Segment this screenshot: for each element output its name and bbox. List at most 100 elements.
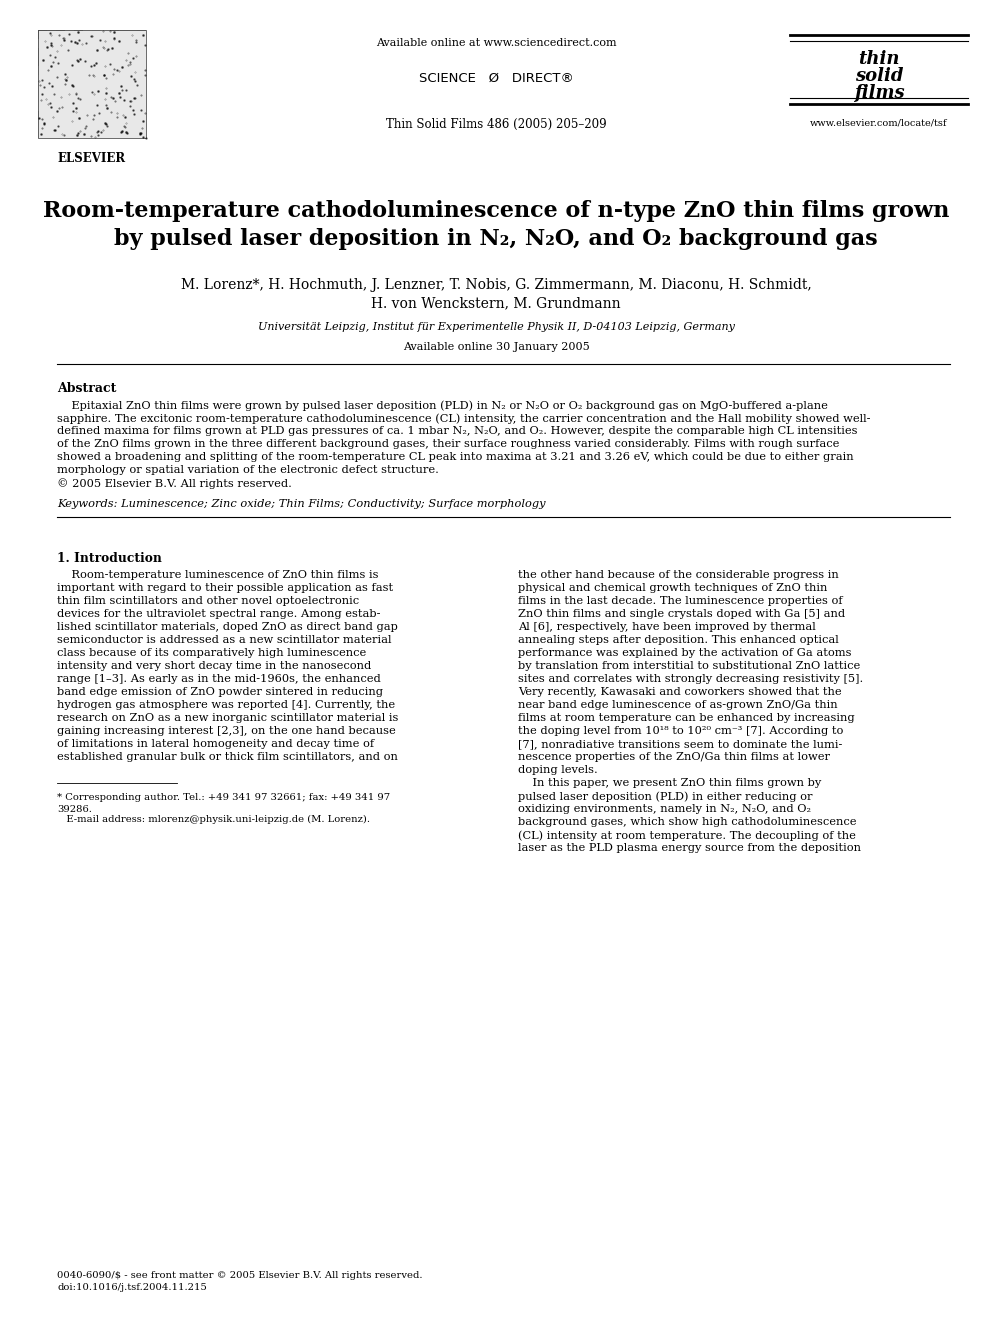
Text: SCIENCE   Ø   DIRECT®: SCIENCE Ø DIRECT®: [419, 71, 573, 85]
Bar: [47, 48, 56, 57]
Bar: [38, 48, 47, 57]
Bar: [74, 38, 83, 48]
Bar: [74, 83, 83, 93]
Text: doi:10.1016/j.tsf.2004.11.215: doi:10.1016/j.tsf.2004.11.215: [57, 1283, 207, 1293]
Text: Epitaxial ZnO thin films were grown by pulsed laser deposition (PLD) in N₂ or N₂: Epitaxial ZnO thin films were grown by p…: [57, 400, 828, 410]
Bar: [65, 83, 74, 93]
Text: oxidizing environments, namely in N₂, N₂O, and O₂: oxidizing environments, namely in N₂, N₂…: [519, 804, 811, 814]
Text: intensity and very short decay time in the nanosecond: intensity and very short decay time in t…: [57, 662, 371, 671]
Text: band edge emission of ZnO powder sintered in reducing: band edge emission of ZnO powder sintere…: [57, 687, 383, 697]
Text: nescence properties of the ZnO/Ga thin films at lower: nescence properties of the ZnO/Ga thin f…: [519, 751, 830, 762]
Bar: [119, 48, 128, 57]
Bar: [128, 120, 137, 130]
Bar: [119, 130, 128, 138]
Bar: [137, 30, 146, 38]
Bar: [83, 38, 92, 48]
Text: of limitations in lateral homogeneity and decay time of: of limitations in lateral homogeneity an…: [57, 740, 374, 749]
Bar: [65, 30, 74, 38]
Bar: [65, 48, 74, 57]
Bar: [128, 83, 137, 93]
Bar: [110, 111, 119, 120]
Bar: [38, 38, 47, 48]
Text: films: films: [854, 83, 905, 102]
Bar: [47, 111, 56, 120]
Bar: [137, 66, 146, 75]
Bar: [83, 48, 92, 57]
Bar: [101, 93, 110, 102]
Bar: [92, 130, 101, 138]
Bar: [74, 102, 83, 111]
Text: hydrogen gas atmosphere was reported [4]. Currently, the: hydrogen gas atmosphere was reported [4]…: [57, 700, 395, 710]
Text: showed a broadening and splitting of the room-temperature CL peak into maxima at: showed a broadening and splitting of the…: [57, 452, 854, 462]
Bar: [119, 75, 128, 83]
Bar: [128, 130, 137, 138]
Bar: [74, 30, 83, 38]
Bar: [110, 38, 119, 48]
Bar: [110, 93, 119, 102]
Text: In this paper, we present ZnO thin films grown by: In this paper, we present ZnO thin films…: [519, 778, 821, 789]
Text: Available online at www.sciencedirect.com: Available online at www.sciencedirect.co…: [376, 38, 616, 48]
Bar: [101, 120, 110, 130]
Bar: [38, 111, 47, 120]
Bar: [119, 30, 128, 38]
Bar: [119, 102, 128, 111]
Bar: [137, 111, 146, 120]
Bar: [101, 83, 110, 93]
Bar: [119, 83, 128, 93]
Bar: [65, 130, 74, 138]
Text: films at room temperature can be enhanced by increasing: films at room temperature can be enhance…: [519, 713, 855, 722]
Bar: [56, 130, 65, 138]
Text: ZnO thin films and single crystals doped with Ga [5] and: ZnO thin films and single crystals doped…: [519, 609, 845, 619]
Bar: [92, 66, 101, 75]
Text: 39286.: 39286.: [57, 804, 92, 814]
Bar: [56, 57, 65, 66]
Bar: [101, 66, 110, 75]
Text: (CL) intensity at room temperature. The decoupling of the: (CL) intensity at room temperature. The …: [519, 830, 856, 840]
Text: films in the last decade. The luminescence properties of: films in the last decade. The luminescen…: [519, 595, 843, 606]
Bar: [65, 66, 74, 75]
Bar: [92, 93, 101, 102]
Bar: [56, 48, 65, 57]
Bar: [56, 30, 65, 38]
Bar: [74, 57, 83, 66]
Bar: [38, 102, 47, 111]
Bar: [47, 30, 56, 38]
Bar: [38, 30, 47, 38]
Bar: [110, 102, 119, 111]
Bar: [137, 102, 146, 111]
Bar: [65, 75, 74, 83]
Bar: [74, 120, 83, 130]
Text: Available online 30 January 2005: Available online 30 January 2005: [403, 343, 589, 352]
Text: Room-temperature luminescence of ZnO thin films is: Room-temperature luminescence of ZnO thi…: [57, 570, 379, 579]
Bar: [110, 48, 119, 57]
Bar: [92, 38, 101, 48]
Bar: [83, 66, 92, 75]
Bar: [119, 93, 128, 102]
Bar: [101, 102, 110, 111]
Text: important with regard to their possible application as fast: important with regard to their possible …: [57, 583, 393, 593]
Bar: [92, 48, 101, 57]
Text: Al [6], respectively, have been improved by thermal: Al [6], respectively, have been improved…: [519, 622, 816, 632]
Text: E-mail address: mlorenz@physik.uni-leipzig.de (M. Lorenz).: E-mail address: mlorenz@physik.uni-leipz…: [57, 815, 370, 824]
Bar: [56, 83, 65, 93]
Bar: [137, 38, 146, 48]
Bar: [101, 130, 110, 138]
Bar: [137, 130, 146, 138]
Text: [7], nonradiative transitions seem to dominate the lumi-: [7], nonradiative transitions seem to do…: [519, 740, 843, 749]
Bar: [137, 83, 146, 93]
Bar: [38, 83, 47, 93]
Bar: [128, 48, 137, 57]
Text: sapphire. The excitonic room-temperature cathodoluminescence (CL) intensity, the: sapphire. The excitonic room-temperature…: [57, 413, 871, 423]
Bar: [101, 30, 110, 38]
Bar: [83, 75, 92, 83]
Text: established granular bulk or thick film scintillators, and on: established granular bulk or thick film …: [57, 751, 398, 762]
Text: Very recently, Kawasaki and coworkers showed that the: Very recently, Kawasaki and coworkers sh…: [519, 687, 842, 697]
Text: M. Lorenz*, H. Hochmuth, J. Lenzner, T. Nobis, G. Zimmermann, M. Diaconu, H. Sch: M. Lorenz*, H. Hochmuth, J. Lenzner, T. …: [181, 278, 811, 292]
Bar: [119, 111, 128, 120]
Bar: [128, 93, 137, 102]
Text: solid: solid: [855, 67, 904, 85]
Text: physical and chemical growth techniques of ZnO thin: physical and chemical growth techniques …: [519, 583, 828, 593]
Bar: [74, 48, 83, 57]
Bar: [101, 57, 110, 66]
Bar: [110, 30, 119, 38]
